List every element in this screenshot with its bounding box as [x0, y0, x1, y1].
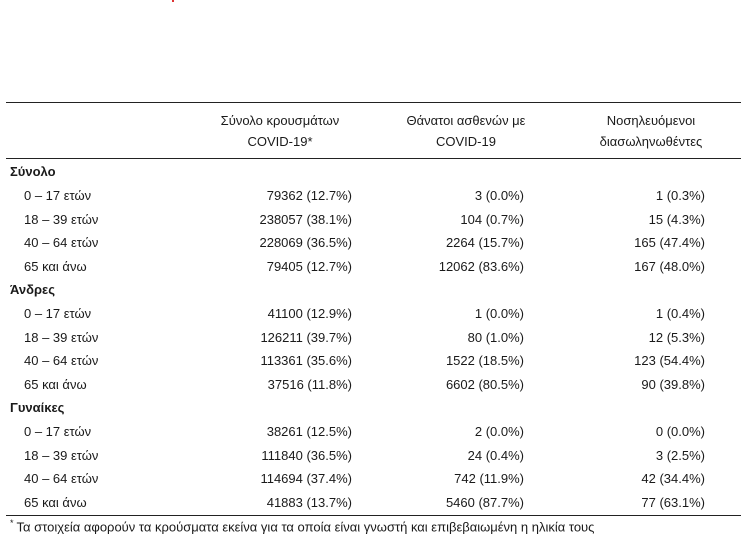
deaths-cell: 3 (0.0%) [474, 188, 524, 203]
deaths-cell: 80 (1.0%) [467, 329, 524, 345]
deaths-cell: 2 (0.0%) [474, 424, 524, 439]
cases-cell: 113361 (35.6%) [260, 353, 352, 369]
deaths-cell: 6602 (80.5%) [445, 376, 524, 392]
cases-cell: 79362 (12.7%) [266, 188, 352, 203]
deaths-cell: 1 (0.0%) [474, 306, 524, 321]
intubated-cell: 3 (2.5%) [655, 447, 705, 463]
cases-cell: 238057 (38.1%) [259, 211, 352, 227]
group-title: Άνδρες [10, 282, 55, 297]
intubated-cell: 90 (39.8%) [641, 376, 705, 392]
header-total-cases: Σύνολο κρουσμάτων COVID-19* [192, 110, 368, 152]
footnote: * Τα στοιχεία αφορούν τα κρούσματα εκείνα… [10, 518, 594, 534]
group-title: Γυναίκες [10, 400, 65, 415]
age-group-label: 40 – 64 ετών [24, 353, 99, 369]
header-total-cases-line1: Σύνολο κρουσμάτων [220, 113, 340, 128]
deaths-cell: 12062 (83.6%) [438, 258, 524, 274]
deaths-cell: 742 (11.9%) [454, 471, 524, 487]
intubated-cell: 0 (0.0%) [655, 424, 705, 439]
footnote-text: Τα στοιχεία αφορούν τα κρούσματα εκείνα … [16, 519, 595, 535]
deaths-cell: 24 (0.4%) [467, 447, 524, 463]
red-dot-mark [172, 0, 174, 2]
age-group-label: 65 και άνω [24, 494, 87, 510]
table-row: 0 – 17 ετών 79362 (12.7%) 3 (0.0%) 1 (0.3%) [6, 184, 741, 207]
footnote-mark: * [10, 518, 14, 528]
age-group-label: 18 – 39 ετών [24, 211, 99, 227]
table-row: 40 – 64 ετών 228069 (36.5%) 2264 (15.7%) 16… [6, 231, 741, 254]
table-row: 40 – 64 ετών 114694 (37.4%) 742 (11.9%) 42 … [6, 467, 741, 490]
header-intubated-line2: διασωληνωθέντες [599, 134, 703, 149]
intubated-cell: 42 (34.4%) [641, 471, 705, 487]
cases-cell: 37516 (11.8%) [267, 376, 352, 392]
table-row: 65 και άνω 37516 (11.8%) 6602 (80.5%) 90 (3… [6, 373, 741, 396]
intubated-cell: 1 (0.3%) [655, 188, 705, 203]
header-deaths-line1: Θάνατοι ασθενών με [406, 113, 526, 128]
age-group-label: 40 – 64 ετών [24, 471, 99, 487]
age-group-label: 18 – 39 ετών [24, 329, 99, 345]
table-row: 18 – 39 ετών 111840 (36.5%) 24 (0.4%) 3 (2.… [6, 444, 741, 467]
deaths-cell: 1522 (18.5%) [445, 353, 524, 369]
table-row: 0 – 17 ετών 38261 (12.5%) 2 (0.0%) 0 (0.0%) [6, 420, 741, 443]
group-title: Σύνολο [10, 164, 56, 179]
age-group-label: 40 – 64 ετών [24, 235, 99, 251]
deaths-cell: 2264 (15.7%) [445, 235, 524, 251]
table-row: 65 και άνω 41883 (13.7%) 5460 (87.7%) 77 (6… [6, 491, 741, 514]
cases-cell: 228069 (36.5%) [259, 235, 352, 251]
table-row: 40 – 64 ετών 113361 (35.6%) 1522 (18.5%) 12… [6, 349, 741, 372]
header-total-cases-line2: COVID-19* [247, 134, 313, 149]
age-group-label: 65 και άνω [24, 258, 87, 274]
table-row: 0 – 17 ετών 41100 (12.9%) 1 (0.0%) 1 (0.4%) [6, 302, 741, 325]
cases-cell: 111840 (36.5%) [261, 447, 352, 463]
cases-cell: 41100 (12.9%) [267, 306, 352, 321]
table-row: 65 και άνω 79405 (12.7%) 12062 (83.6%) 167 … [6, 255, 741, 278]
header-intubated-line1: Νοσηλευόμενοι [606, 113, 696, 128]
age-group-label: 65 και άνω [24, 376, 87, 392]
header-deaths: Θάνατοι ασθενών με COVID-19 [381, 110, 551, 152]
header-separator-rule [6, 158, 741, 159]
intubated-cell: 15 (4.3%) [648, 211, 705, 227]
age-group-label: 0 – 17 ετών [24, 306, 92, 321]
cases-cell: 38261 (12.5%) [266, 424, 352, 439]
deaths-cell: 5460 (87.7%) [445, 494, 524, 510]
cases-cell: 126211 (39.7%) [260, 329, 352, 345]
intubated-cell: 1 (0.4%) [655, 306, 705, 321]
table-bottom-rule [6, 515, 741, 516]
deaths-cell: 104 (0.7%) [460, 211, 524, 227]
header-deaths-line2: COVID-19 [436, 134, 496, 149]
cases-cell: 41883 (13.7%) [266, 494, 352, 510]
age-group-label: 18 – 39 ετών [24, 447, 99, 463]
cases-cell: 114694 (37.4%) [260, 471, 352, 487]
intubated-cell: 165 (47.4%) [634, 235, 705, 251]
intubated-cell: 12 (5.3%) [648, 329, 705, 345]
table-top-rule [6, 102, 741, 103]
table-row: 18 – 39 ετών 238057 (38.1%) 104 (0.7%) 15 (… [6, 208, 741, 231]
intubated-cell: 167 (48.0%) [634, 258, 705, 274]
cases-cell: 79405 (12.7%) [266, 258, 352, 274]
intubated-cell: 77 (63.1%) [641, 494, 705, 510]
table-row: 18 – 39 ετών 126211 (39.7%) 80 (1.0%) 12 (5… [6, 326, 741, 349]
age-group-label: 0 – 17 ετών [24, 188, 92, 203]
age-group-label: 0 – 17 ετών [24, 424, 92, 439]
intubated-cell: 123 (54.4%) [634, 353, 705, 369]
header-intubated: Νοσηλευόμενοι διασωληνωθέντες [566, 110, 736, 152]
